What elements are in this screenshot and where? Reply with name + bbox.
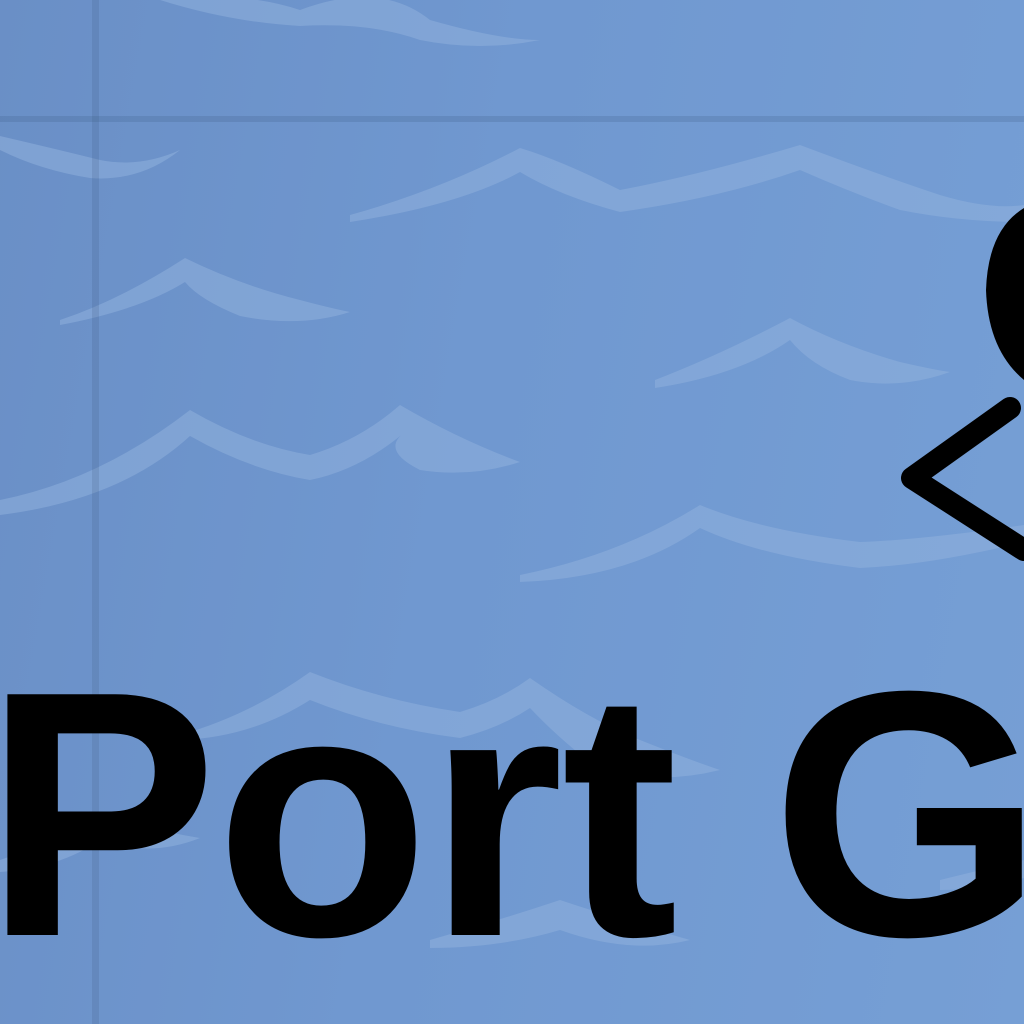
anchor-icon[interactable] [880,200,1024,580]
wave-pattern [0,0,1024,948]
graticule-line-vertical [92,0,99,1024]
port-name-label[interactable]: Port G [0,619,1024,1010]
graticule-line-horizontal [0,116,1024,122]
